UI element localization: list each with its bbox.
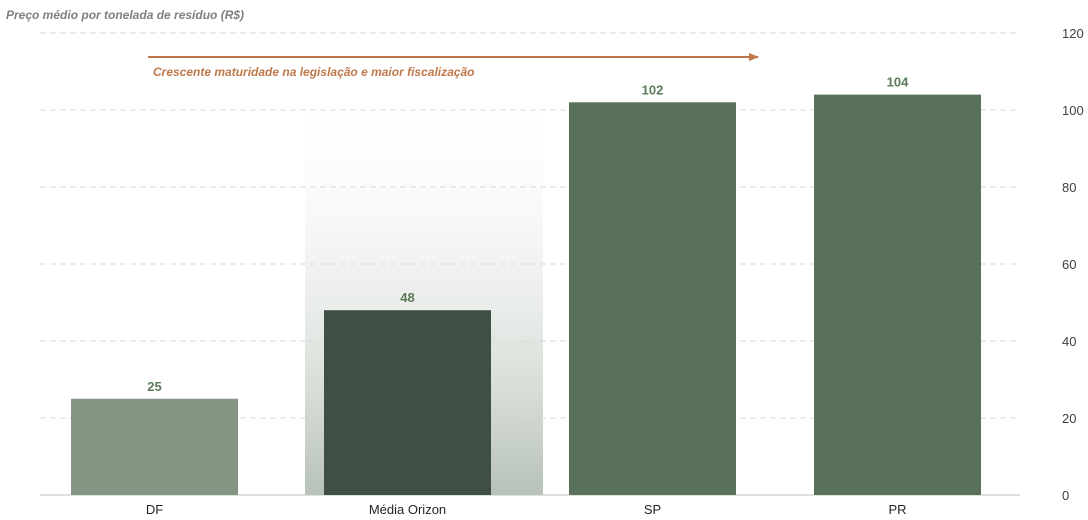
y-axis: 0 20 40 60 80 100 120 bbox=[1062, 26, 1084, 503]
x-tick-label: Média Orizon bbox=[369, 502, 446, 517]
chart-title: Preço médio por tonelada de resíduo (R$) bbox=[6, 8, 244, 22]
x-tick-label: SP bbox=[644, 502, 661, 517]
x-axis: DF Média Orizon SP PR bbox=[146, 502, 907, 517]
data-label: 102 bbox=[642, 82, 664, 97]
bars bbox=[71, 94, 981, 496]
annotation-text: Crescente maturidade na legislação e mai… bbox=[153, 65, 474, 79]
bar bbox=[71, 398, 238, 495]
data-label: 104 bbox=[887, 75, 909, 90]
data-label: 48 bbox=[400, 290, 414, 305]
data-labels: 25 48 102 104 bbox=[147, 75, 909, 394]
x-tick-label: DF bbox=[146, 502, 163, 517]
y-tick-label: 100 bbox=[1062, 103, 1084, 118]
y-tick-label: 120 bbox=[1062, 26, 1084, 41]
bar bbox=[569, 102, 736, 496]
x-tick-label: PR bbox=[888, 502, 906, 517]
y-tick-label: 60 bbox=[1062, 257, 1076, 272]
bar bbox=[324, 310, 491, 495]
y-tick-label: 0 bbox=[1062, 488, 1069, 503]
bar bbox=[814, 94, 981, 495]
y-tick-label: 80 bbox=[1062, 180, 1076, 195]
y-tick-label: 20 bbox=[1062, 411, 1076, 426]
y-tick-label: 40 bbox=[1062, 334, 1076, 349]
data-label: 25 bbox=[147, 379, 161, 394]
